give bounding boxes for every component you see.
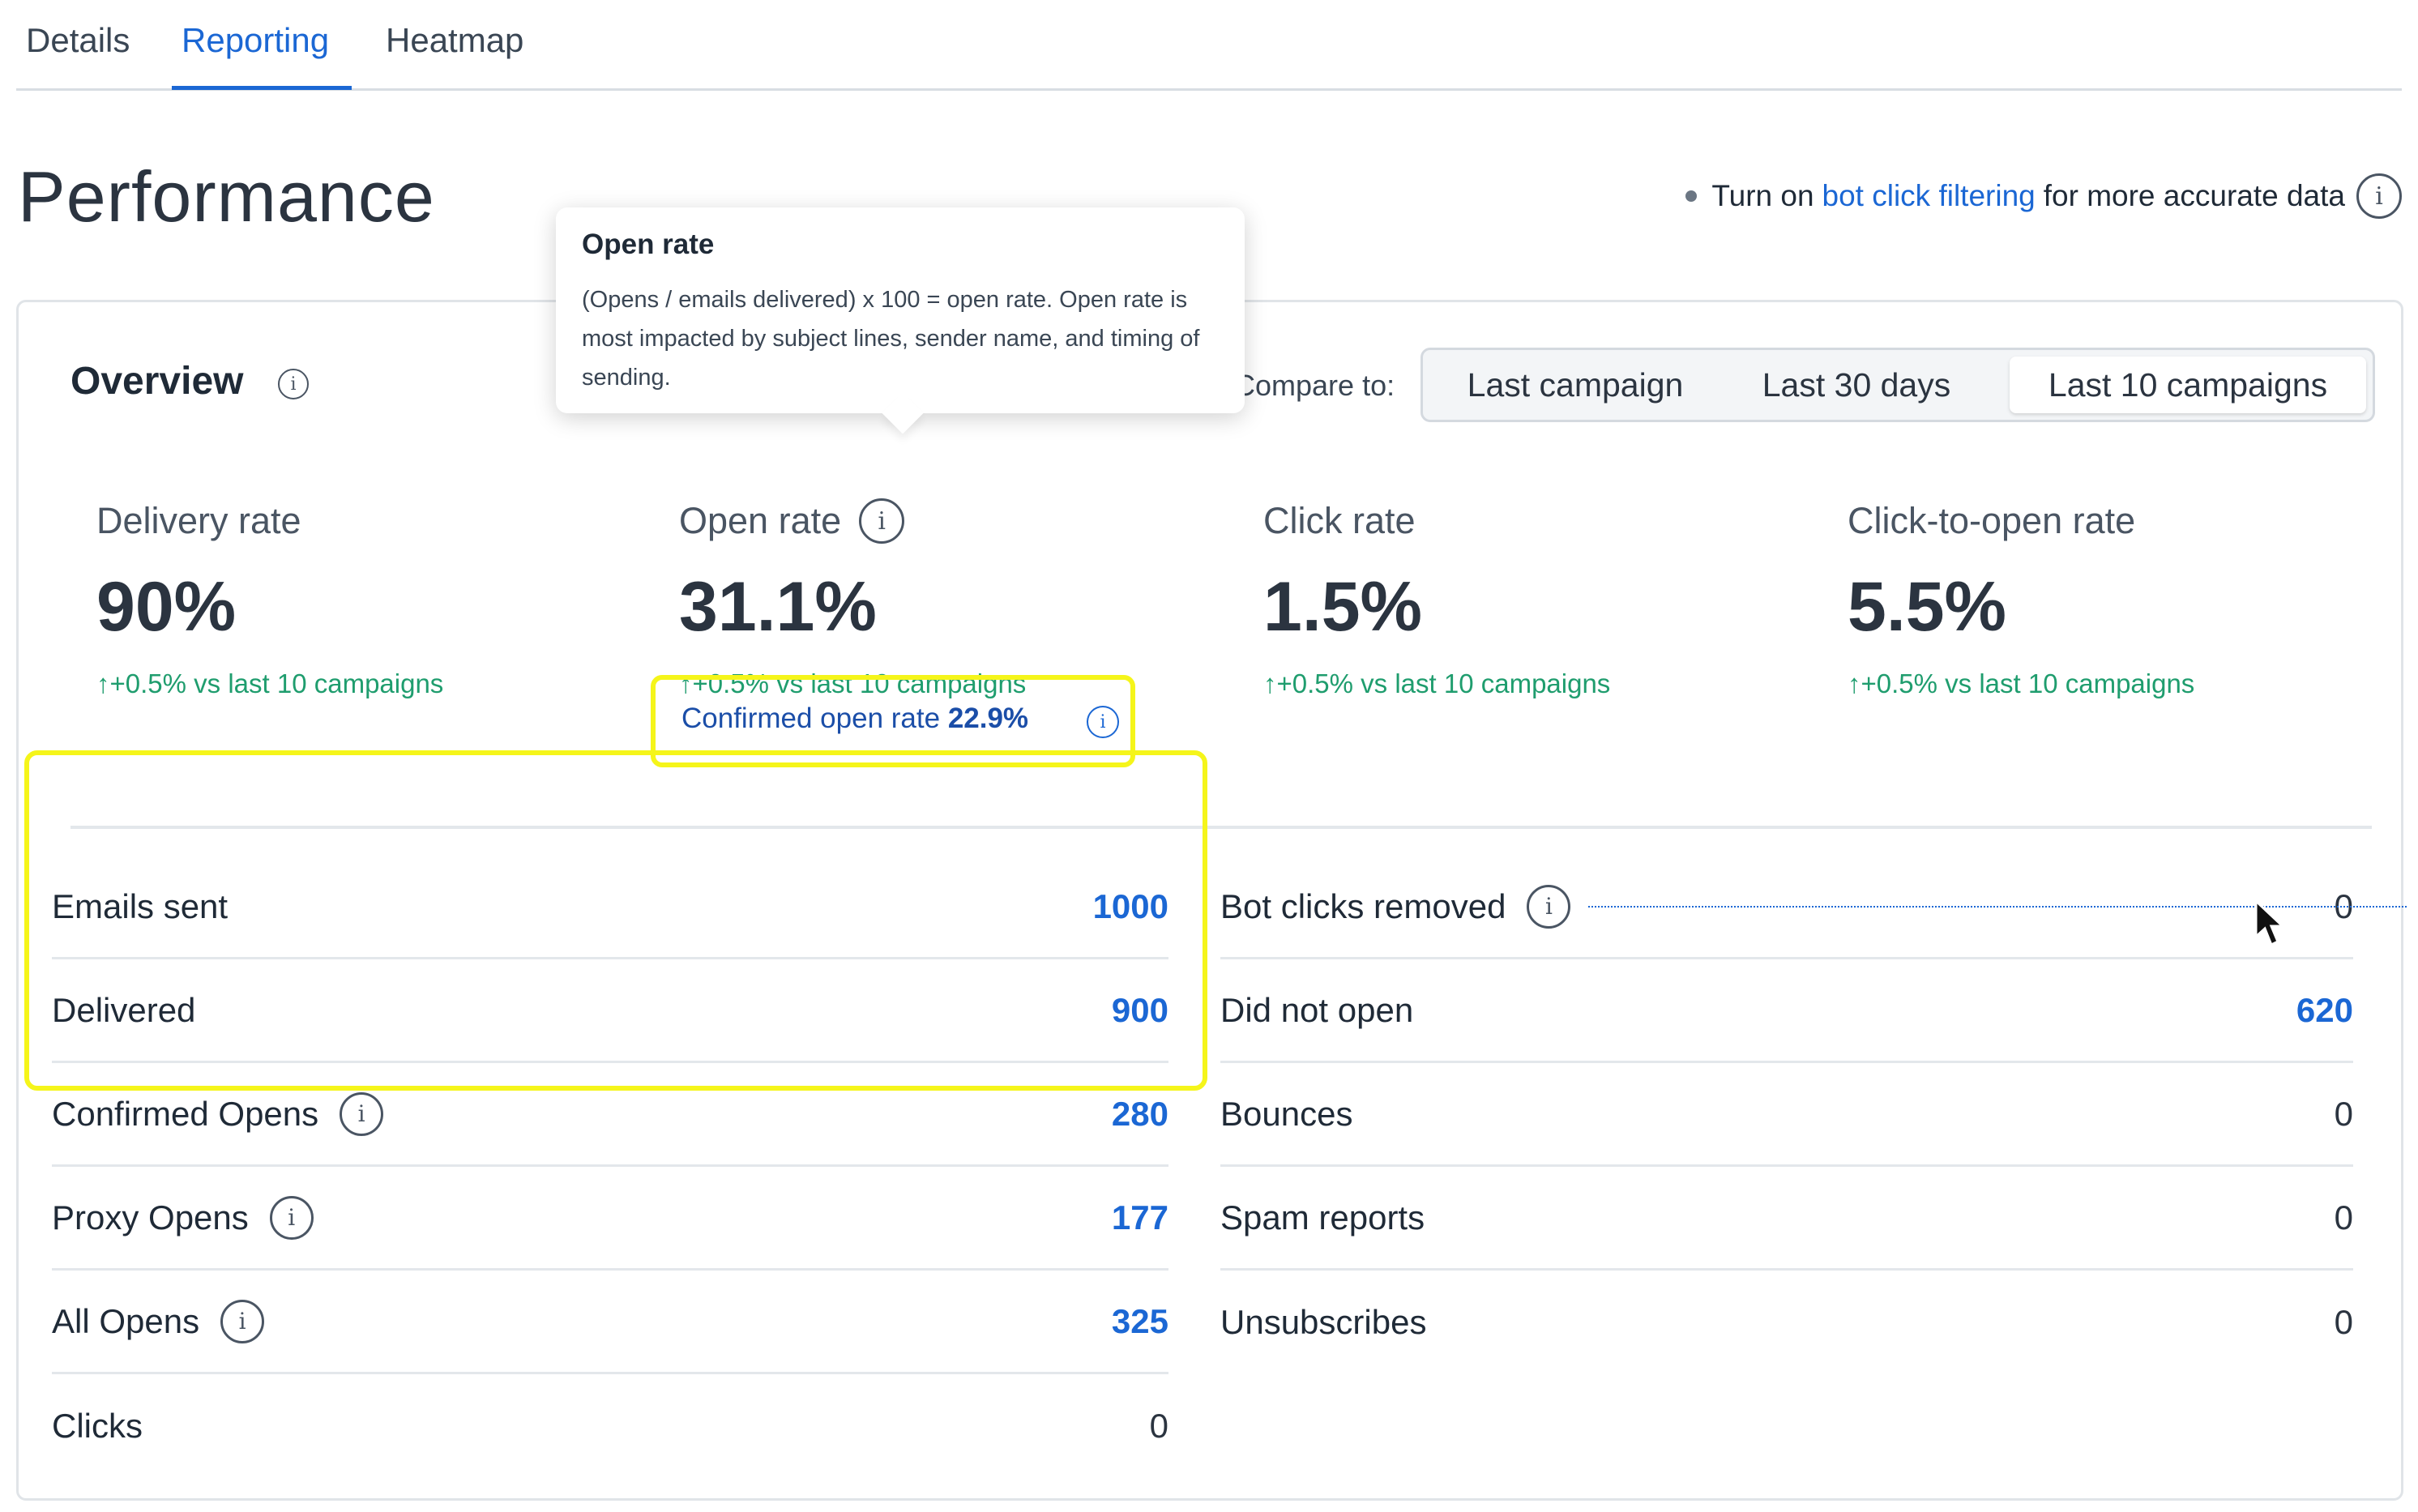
metric-label: Delivery rate — [96, 500, 301, 541]
section-divider — [70, 826, 2372, 829]
stat-row-spam-reports: Spam reports 0 — [1220, 1167, 2353, 1271]
tab-reporting[interactable]: Reporting — [182, 21, 330, 59]
bot-clicks-info-icon[interactable]: i — [1527, 884, 1571, 929]
metric-delta: ↑+0.5% vs last 10 campaigns — [96, 668, 444, 698]
tooltip-body: (Opens / emails delivered) x 100 = open … — [582, 287, 1200, 391]
confirmed-opens-info-icon[interactable]: i — [340, 1091, 384, 1136]
open-rate-tooltip: Open rate (Opens / emails delivered) x 1… — [556, 207, 1245, 434]
tab-heatmap[interactable]: Heatmap — [386, 21, 524, 59]
info-icon[interactable]: i — [2356, 173, 2402, 219]
active-tab-indicator — [172, 86, 352, 90]
stat-name: Delivered — [52, 990, 196, 1029]
stat-name-row: Proxy Opens i — [52, 1195, 314, 1240]
confirmed-open-rate-value: 22.9% — [947, 703, 1029, 734]
proxy-opens-info-icon[interactable]: i — [269, 1195, 314, 1240]
metric-delta: ↑+0.5% vs last 10 campaigns — [1848, 668, 2195, 698]
stat-value: 0 — [2334, 1094, 2353, 1133]
stat-row-bounces: Bounces 0 — [1220, 1063, 2353, 1167]
tab-details[interactable]: Details — [26, 21, 130, 59]
stat-value: 0 — [1149, 1407, 1168, 1445]
stat-name: Clicks — [52, 1407, 143, 1445]
metric-delta: ↑+0.5% vs last 10 campaigns — [1263, 668, 1611, 698]
metric-open-rate: Open rate i 31.1% ↑+0.5% vs last 10 camp… — [679, 497, 1246, 699]
stat-value: 0 — [2334, 1198, 2353, 1237]
compare-last-10-campaigns[interactable]: Last 10 campaigns — [2010, 357, 2366, 413]
stat-value[interactable]: 900 — [1111, 990, 1168, 1029]
metric-delta-text: +0.5% vs last 10 campaigns — [692, 668, 1027, 698]
stat-row-proxy-opens: Proxy Opens i 177 — [52, 1167, 1168, 1271]
stat-row-all-opens: All Opens i 325 — [52, 1271, 1168, 1374]
stat-name: Bot clicks removed — [1220, 886, 1506, 925]
tab-bar: Details Reporting Heatmap — [16, 0, 2402, 91]
stat-name: Confirmed Opens — [52, 1094, 319, 1133]
confirmed-open-rate-info-icon[interactable]: i — [1087, 706, 1119, 738]
stat-value[interactable]: 1000 — [1092, 886, 1168, 925]
all-opens-info-icon[interactable]: i — [220, 1299, 265, 1343]
confirmed-open-rate-highlight: Confirmed open rate 22.9% i — [651, 675, 1135, 767]
compare-last-campaign[interactable]: Last campaign — [1467, 366, 1684, 404]
overview-info-icon[interactable]: i — [278, 369, 309, 399]
overview-title: Overview — [70, 360, 244, 403]
stat-name: All Opens — [52, 1301, 200, 1340]
open-rate-info-icon[interactable]: i — [859, 498, 905, 544]
confirmed-open-rate: Confirmed open rate 22.9% — [681, 703, 1028, 735]
stat-row-bot-clicks-removed: Bot clicks removed i 0 — [1220, 856, 2353, 959]
metric-label-row: Open rate i — [679, 497, 1246, 545]
metric-label: Open rate — [679, 500, 842, 541]
bot-filter-notice: Turn on bot click filtering for more acc… — [1685, 172, 2402, 220]
bullet-icon — [1685, 190, 1698, 202]
metric-delivery-rate: Delivery rate 90% ↑+0.5% vs last 10 camp… — [96, 497, 664, 699]
stat-name: Proxy Opens — [52, 1198, 249, 1237]
metric-label: Click-to-open rate — [1848, 500, 2136, 541]
mouse-cursor-icon — [2254, 899, 2285, 947]
confirmed-open-rate-label: Confirmed open rate — [681, 703, 941, 734]
stat-name: Did not open — [1220, 990, 1414, 1029]
metric-delta-text: +0.5% vs last 10 campaigns — [109, 668, 444, 698]
metric-delta-text: +0.5% vs last 10 campaigns — [1276, 668, 1611, 698]
metric-value: 1.5% — [1263, 568, 1423, 646]
stat-value[interactable]: 325 — [1111, 1301, 1168, 1340]
compare-last-30-days[interactable]: Last 30 days — [1762, 366, 1951, 404]
metric-click-rate: Click rate 1.5% ↑+0.5% vs last 10 campai… — [1263, 497, 1831, 699]
tooltip-title: Open rate — [582, 229, 715, 260]
stat-row-delivered: Delivered 900 — [52, 959, 1168, 1063]
stat-value[interactable]: 620 — [2296, 990, 2353, 1029]
notice-prefix: Turn on — [1711, 179, 1814, 212]
stat-value: 0 — [2334, 1303, 2353, 1341]
stat-name-row: Confirmed Opens i — [52, 1091, 384, 1136]
stat-name: Bounces — [1220, 1094, 1353, 1133]
stat-row-unsubscribes: Unsubscribes 0 — [1220, 1271, 2353, 1374]
stat-name-row: All Opens i — [52, 1299, 265, 1343]
dotted-connector — [1588, 906, 2407, 908]
stat-name: Unsubscribes — [1220, 1303, 1427, 1341]
metric-click-to-open-rate: Click-to-open rate 5.5% ↑+0.5% vs last 1… — [1848, 497, 2415, 699]
metric-value: 5.5% — [1848, 568, 2007, 646]
stat-name: Emails sent — [52, 886, 229, 925]
stat-row-emails-sent: Emails sent 1000 — [52, 856, 1168, 959]
compare-label: Compare to: — [1234, 369, 1395, 402]
notice-suffix: for more accurate data — [2043, 179, 2345, 212]
metric-delta: ↑+0.5% vs last 10 campaigns — [679, 668, 1027, 698]
metric-label: Click rate — [1263, 500, 1416, 541]
stat-row-clicks: Clicks 0 — [52, 1374, 1168, 1478]
stat-name-row: Bot clicks removed i — [1220, 884, 1571, 929]
bot-click-filtering-link[interactable]: bot click filtering — [1822, 179, 2036, 212]
metric-value: 90% — [96, 568, 237, 646]
compare-segmented-control: Last campaign Last 30 days Last 10 campa… — [1420, 348, 2375, 422]
stat-value[interactable]: 177 — [1111, 1198, 1168, 1237]
metric-delta-text: +0.5% vs last 10 campaigns — [1860, 668, 2195, 698]
page-title: Performance — [18, 156, 435, 237]
overview-card: Overview i Compare to: Last campaign Las… — [16, 300, 2403, 1501]
stat-value[interactable]: 280 — [1111, 1094, 1168, 1133]
stat-name: Spam reports — [1220, 1198, 1425, 1237]
stat-row-confirmed-opens: Confirmed Opens i 280 — [52, 1063, 1168, 1167]
metric-value: 31.1% — [679, 568, 877, 646]
stat-row-did-not-open: Did not open 620 — [1220, 959, 2353, 1063]
